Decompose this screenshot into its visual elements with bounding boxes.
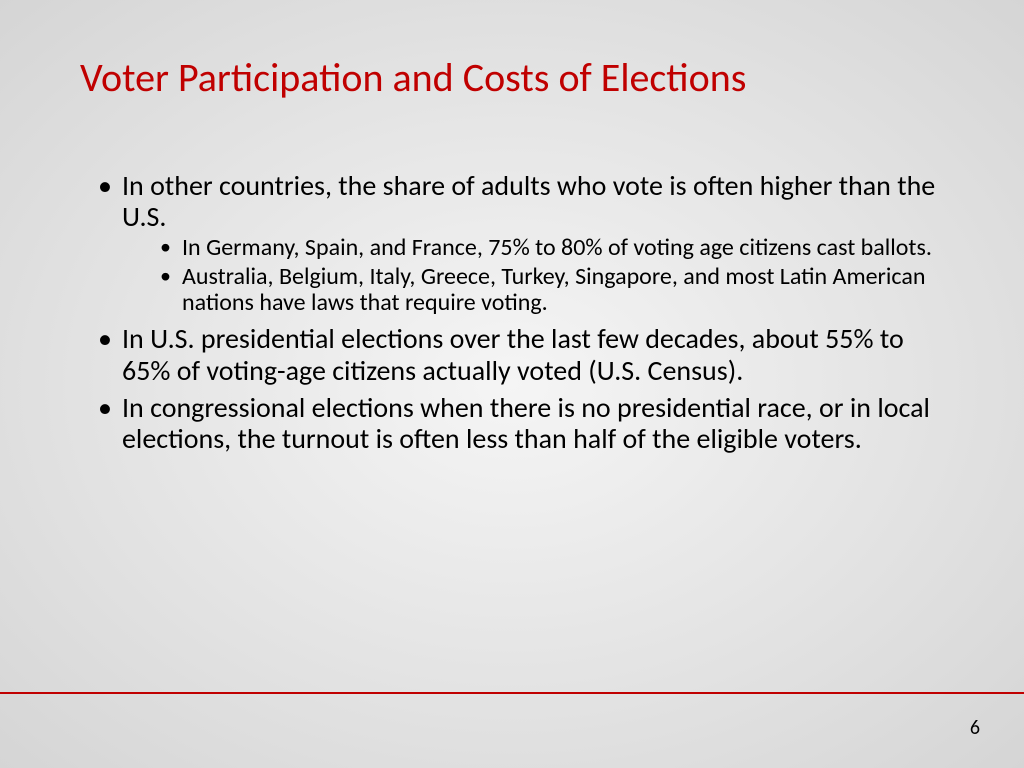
list-item: In other countries, the share of adults … [98,170,944,317]
list-item-text: In U.S. presidential elections over the … [122,321,904,387]
slide: Voter Participation and Costs of Electio… [0,0,1024,768]
list-item-text: In other countries, the share of adults … [122,168,935,234]
list-item-text: In congressional elections when there is… [122,390,930,456]
list-item: Australia, Belgium, Italy, Greece, Turke… [160,264,944,318]
page-number: 6 [970,716,980,740]
list-item-text: In Germany, Spain, and France, 75% to 80… [182,233,932,262]
slide-title: Voter Participation and Costs of Electio… [80,56,944,100]
list-item: In Germany, Spain, and France, 75% to 80… [160,235,944,262]
sub-list: In Germany, Spain, and France, 75% to 80… [122,235,944,318]
bullet-list: In other countries, the share of adults … [80,170,944,455]
divider-line [0,692,1024,694]
list-item-text: Australia, Belgium, Italy, Greece, Turke… [182,262,925,318]
list-item: In congressional elections when there is… [98,392,944,455]
list-item: In U.S. presidential elections over the … [98,323,944,386]
